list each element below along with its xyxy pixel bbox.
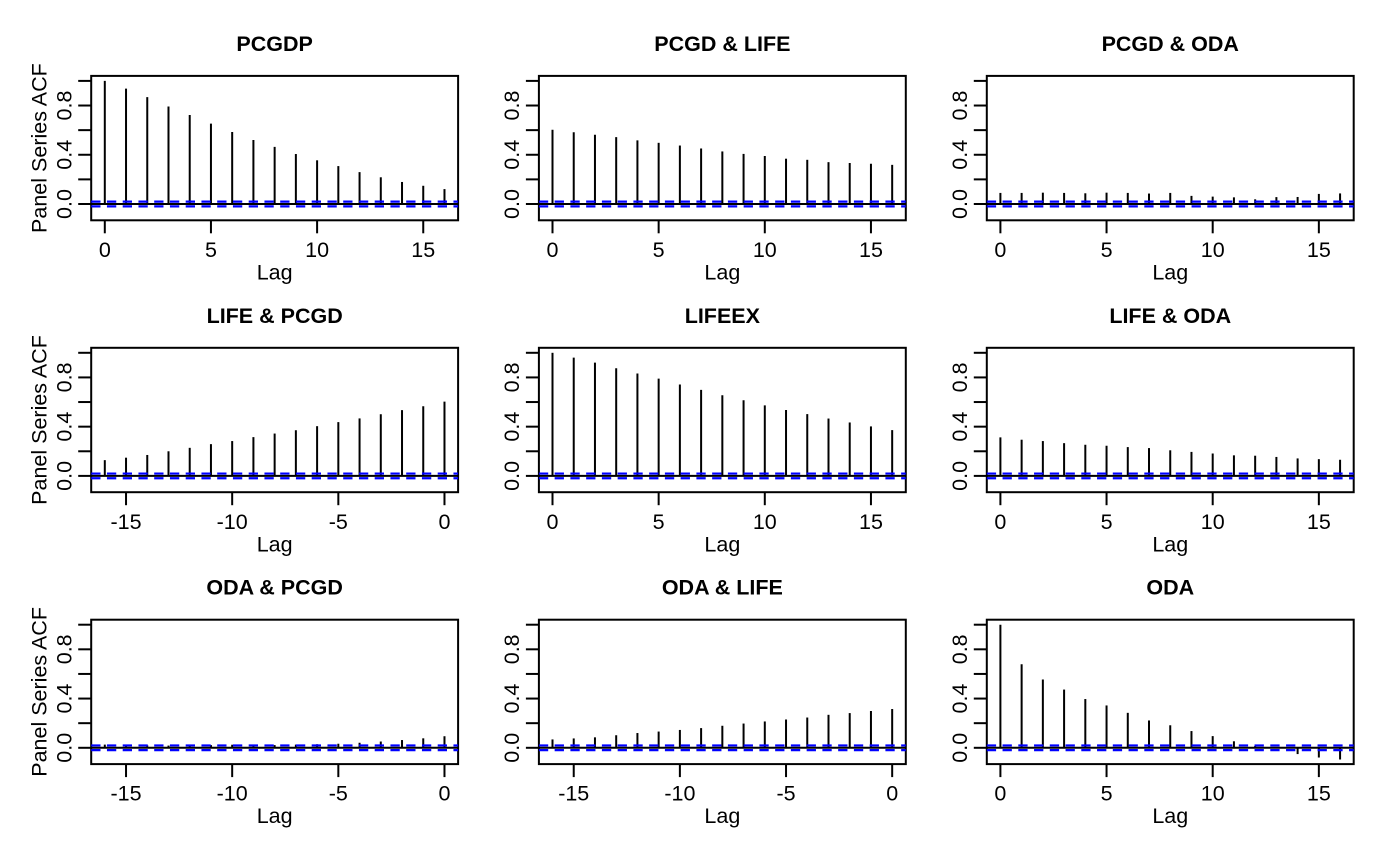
svg-text:15: 15	[1307, 238, 1331, 262]
svg-text:Lag: Lag	[1152, 804, 1188, 828]
svg-text:5: 5	[653, 510, 665, 534]
svg-text:ODA & LIFE: ODA & LIFE	[662, 576, 783, 600]
svg-text:PCGD & ODA: PCGD & ODA	[1102, 32, 1239, 56]
svg-text:0.0: 0.0	[500, 461, 524, 491]
svg-text:0.4: 0.4	[948, 412, 972, 442]
svg-text:-15: -15	[110, 510, 141, 534]
svg-text:-5: -5	[329, 782, 348, 806]
svg-text:5: 5	[653, 238, 665, 262]
svg-text:0.8: 0.8	[53, 634, 77, 664]
svg-text:0.0: 0.0	[53, 461, 77, 491]
svg-text:0: 0	[438, 510, 450, 534]
svg-text:LIFE & ODA: LIFE & ODA	[1109, 304, 1231, 328]
svg-text:0.8: 0.8	[53, 362, 77, 392]
svg-text:0.0: 0.0	[500, 733, 524, 763]
svg-text:0.8: 0.8	[500, 91, 524, 121]
svg-text:0.8: 0.8	[948, 91, 972, 121]
svg-text:-5: -5	[776, 782, 795, 806]
svg-text:0.8: 0.8	[500, 362, 524, 392]
svg-text:Lag: Lag	[1152, 532, 1188, 556]
svg-text:10: 10	[1201, 238, 1225, 262]
svg-text:0: 0	[547, 238, 559, 262]
svg-text:0.8: 0.8	[948, 634, 972, 664]
svg-text:5: 5	[1101, 510, 1113, 534]
svg-text:Lag: Lag	[257, 260, 293, 284]
svg-text:Lag: Lag	[704, 532, 740, 556]
svg-text:Lag: Lag	[704, 260, 740, 284]
svg-text:-10: -10	[217, 782, 248, 806]
svg-text:10: 10	[305, 238, 329, 262]
svg-text:ODA: ODA	[1146, 576, 1194, 600]
svg-text:0.0: 0.0	[948, 733, 972, 763]
svg-text:5: 5	[205, 238, 217, 262]
svg-text:0.4: 0.4	[948, 140, 972, 170]
svg-text:5: 5	[1101, 782, 1113, 806]
svg-text:0.4: 0.4	[500, 412, 524, 442]
svg-text:0.4: 0.4	[948, 684, 972, 714]
svg-text:Panel Series ACF: Panel Series ACF	[28, 607, 52, 777]
svg-text:0.4: 0.4	[500, 140, 524, 170]
svg-text:0.8: 0.8	[948, 362, 972, 392]
svg-text:10: 10	[753, 238, 777, 262]
svg-text:0.4: 0.4	[500, 684, 524, 714]
svg-text:0.8: 0.8	[53, 91, 77, 121]
svg-text:10: 10	[1201, 782, 1225, 806]
svg-text:-10: -10	[664, 782, 695, 806]
svg-text:15: 15	[1307, 510, 1331, 534]
svg-text:5: 5	[1101, 238, 1113, 262]
svg-text:0.0: 0.0	[500, 189, 524, 219]
svg-text:-15: -15	[110, 782, 141, 806]
svg-text:0.0: 0.0	[53, 189, 77, 219]
svg-text:10: 10	[1201, 510, 1225, 534]
svg-text:0.0: 0.0	[948, 461, 972, 491]
svg-text:0.0: 0.0	[948, 189, 972, 219]
svg-text:0: 0	[99, 238, 111, 262]
svg-text:PCGD & LIFE: PCGD & LIFE	[654, 32, 790, 56]
svg-text:-10: -10	[217, 510, 248, 534]
svg-text:Lag: Lag	[1152, 260, 1188, 284]
svg-text:Panel Series ACF: Panel Series ACF	[28, 63, 52, 233]
svg-text:10: 10	[753, 510, 777, 534]
svg-text:15: 15	[859, 238, 883, 262]
svg-text:Panel Series ACF: Panel Series ACF	[28, 335, 52, 505]
svg-text:0.8: 0.8	[500, 634, 524, 664]
svg-text:Lag: Lag	[704, 804, 740, 828]
svg-text:Lag: Lag	[257, 804, 293, 828]
svg-text:0: 0	[438, 782, 450, 806]
svg-text:0.0: 0.0	[53, 733, 77, 763]
svg-text:0: 0	[547, 510, 559, 534]
svg-text:0: 0	[994, 782, 1006, 806]
svg-text:15: 15	[411, 238, 435, 262]
svg-text:0.4: 0.4	[53, 412, 77, 442]
svg-text:ODA & PCGD: ODA & PCGD	[206, 576, 343, 600]
svg-text:0: 0	[994, 510, 1006, 534]
svg-text:LIFEEX: LIFEEX	[685, 304, 761, 328]
svg-text:0.4: 0.4	[53, 684, 77, 714]
svg-text:15: 15	[1307, 782, 1331, 806]
svg-text:PCGDP: PCGDP	[236, 32, 312, 56]
svg-text:-5: -5	[329, 510, 348, 534]
svg-text:0: 0	[886, 782, 898, 806]
svg-text:15: 15	[859, 510, 883, 534]
svg-text:0: 0	[994, 238, 1006, 262]
svg-text:-15: -15	[558, 782, 589, 806]
svg-text:0.4: 0.4	[53, 140, 77, 170]
svg-text:Lag: Lag	[257, 532, 293, 556]
svg-text:LIFE & PCGD: LIFE & PCGD	[207, 304, 343, 328]
